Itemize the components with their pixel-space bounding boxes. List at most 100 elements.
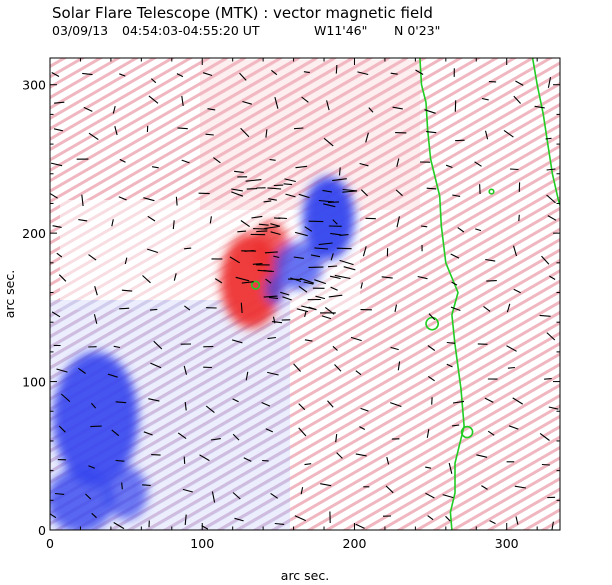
field-vector bbox=[173, 273, 177, 281]
x-tick-label-200: 200 bbox=[343, 536, 367, 551]
field-vector bbox=[476, 454, 488, 458]
field-vector bbox=[182, 488, 193, 493]
field-vector bbox=[243, 457, 252, 462]
field-vector bbox=[90, 402, 97, 409]
field-vector bbox=[417, 275, 428, 280]
field-vector bbox=[365, 132, 369, 143]
field-vector bbox=[235, 276, 250, 282]
field-vector bbox=[270, 223, 281, 227]
field-vector bbox=[270, 231, 281, 236]
field-vector bbox=[445, 515, 451, 522]
field-vector bbox=[53, 128, 64, 132]
field-vector bbox=[314, 279, 326, 285]
field-vector bbox=[274, 522, 285, 525]
field-vector bbox=[547, 215, 557, 221]
field-vector bbox=[278, 217, 287, 220]
field-vector bbox=[450, 306, 461, 312]
field-vector bbox=[246, 188, 258, 190]
field-vector bbox=[328, 294, 343, 298]
field-vector bbox=[549, 275, 556, 280]
field-vector bbox=[93, 314, 98, 324]
axis-ticks bbox=[49, 58, 560, 531]
field-vector bbox=[396, 158, 400, 167]
field-vector bbox=[267, 371, 279, 376]
field-vector bbox=[148, 398, 160, 402]
field-vector bbox=[265, 129, 268, 138]
field-vector bbox=[294, 515, 307, 522]
field-vector bbox=[54, 101, 65, 104]
field-vector bbox=[153, 340, 163, 350]
field-vector bbox=[52, 225, 62, 228]
field-vector bbox=[56, 368, 68, 373]
field-vector bbox=[303, 281, 314, 285]
field-vector bbox=[82, 72, 93, 76]
field-vector bbox=[111, 429, 120, 437]
field-vector bbox=[293, 363, 302, 372]
field-vector bbox=[385, 485, 394, 494]
field-vector bbox=[323, 203, 336, 208]
field-vector bbox=[294, 231, 308, 237]
field-vector bbox=[177, 127, 188, 130]
field-vector bbox=[298, 427, 307, 437]
field-vector bbox=[314, 247, 329, 250]
field-vector bbox=[207, 108, 216, 111]
field-vector bbox=[355, 453, 367, 457]
field-vector bbox=[515, 516, 519, 525]
field-vector bbox=[483, 305, 491, 312]
plot-frame bbox=[49, 57, 561, 531]
field-vector bbox=[381, 276, 393, 279]
field-vector bbox=[263, 295, 278, 298]
field-vector bbox=[231, 188, 243, 192]
field-vector bbox=[78, 219, 88, 222]
field-vector bbox=[274, 96, 279, 109]
field-vector bbox=[121, 482, 123, 490]
field-vector bbox=[318, 242, 333, 246]
field-vector bbox=[268, 198, 277, 201]
field-vector bbox=[272, 321, 283, 324]
field-vector bbox=[455, 139, 465, 142]
field-vector bbox=[512, 245, 518, 257]
field-vector bbox=[425, 492, 435, 499]
field-vector bbox=[88, 254, 97, 261]
field-vector bbox=[446, 341, 456, 344]
field-vector bbox=[304, 339, 313, 342]
field-vector bbox=[142, 275, 151, 284]
field-vector bbox=[112, 105, 116, 114]
y-tick-label-200: 200 bbox=[22, 226, 46, 241]
field-vector bbox=[232, 398, 239, 403]
field-vector bbox=[205, 133, 214, 136]
field-vector bbox=[58, 425, 66, 433]
field-vector bbox=[301, 305, 317, 311]
field-vector bbox=[339, 259, 354, 266]
negative-polarity-region bbox=[50, 467, 114, 530]
field-vector bbox=[199, 454, 210, 462]
field-vector bbox=[335, 434, 338, 443]
field-vector bbox=[270, 492, 279, 499]
field-vector bbox=[509, 168, 519, 171]
field-vector bbox=[107, 373, 118, 378]
field-vector bbox=[85, 493, 92, 500]
field-vector bbox=[425, 466, 432, 469]
field-vector bbox=[335, 64, 338, 74]
field-vector bbox=[386, 456, 390, 465]
field-vector bbox=[336, 247, 352, 250]
field-vector bbox=[263, 200, 272, 203]
field-vector bbox=[148, 95, 159, 104]
field-vector bbox=[176, 73, 184, 78]
field-vector bbox=[539, 314, 551, 317]
field-vector bbox=[327, 400, 334, 408]
field-vector bbox=[452, 194, 461, 197]
field-vector bbox=[298, 193, 310, 199]
field-vector bbox=[489, 520, 496, 525]
field-vector bbox=[282, 296, 292, 301]
field-vector bbox=[231, 191, 244, 197]
field-vector bbox=[119, 158, 126, 163]
field-vector bbox=[330, 232, 342, 236]
field-vector bbox=[484, 130, 489, 140]
neutral-line-contours bbox=[250, 58, 560, 530]
field-vector bbox=[539, 432, 550, 441]
neutral-line-right bbox=[531, 58, 560, 208]
field-vector bbox=[58, 274, 67, 282]
field-vector bbox=[342, 190, 357, 193]
